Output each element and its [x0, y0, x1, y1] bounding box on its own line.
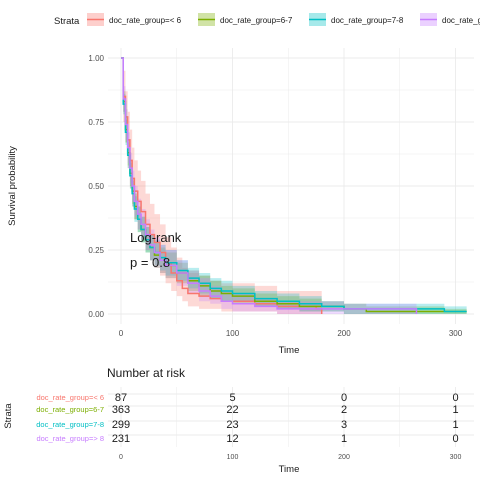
risk-count: 22 [226, 404, 238, 416]
survival-curves [121, 57, 467, 314]
legend-label: doc_rate_group=< 6 [109, 16, 182, 25]
risk-row-ge8: doc_rate_group=> 8 231 12 1 0 [36, 433, 458, 445]
legend-item-g78: doc_rate_group=7-8 [309, 13, 404, 26]
risk-count: 0 [341, 392, 347, 404]
risk-count: 12 [226, 433, 238, 445]
risk-row-label: doc_rate_group=6-7 [36, 405, 104, 414]
risk-table-strata-label: Strata [3, 403, 14, 429]
legend-label: doc_rate_group=6-7 [220, 16, 293, 25]
risk-count: 1 [452, 404, 458, 416]
risk-table: Number at risk doc_rate_group=< 6 87 5 0 0do… [3, 366, 474, 475]
risk-row-g67: doc_rate_group=6-7 363 22 2 1 [36, 404, 458, 416]
risk-row-lt6: doc_rate_group=< 6 87 5 0 0 [36, 392, 458, 404]
x-tick-label: 200 [337, 329, 351, 338]
risk-count: 0 [452, 433, 458, 445]
confidence-band-lt6 [121, 58, 322, 314]
risk-row-label: doc_rate_group=< 6 [36, 393, 104, 402]
risk-count: 363 [112, 404, 130, 416]
x-tick-label: 300 [449, 329, 463, 338]
risk-count: 1 [341, 433, 347, 445]
logrank-label: Log-rank [130, 230, 182, 245]
km-plot-panel: 0.00 0.25 0.50 0.75 1.00 0 100 200 300 Time Sur… [7, 48, 474, 356]
grid [108, 48, 474, 324]
legend: Strata doc_rate_group=< 6 doc_rate_group=… [54, 13, 480, 27]
risk-count: 231 [112, 433, 130, 445]
risk-count: 87 [115, 392, 127, 404]
risk-row-label: doc_rate_group=7-8 [36, 420, 104, 429]
risk-table-title: Number at risk [107, 366, 186, 380]
risk-x-tick-label: 300 [450, 454, 462, 461]
x-tick-label: 0 [119, 329, 124, 338]
x-tick-labels: 0 100 200 300 [119, 329, 463, 338]
risk-x-tick-label: 0 [119, 454, 123, 461]
legend-label: doc_rate_group=> 8 [442, 16, 480, 25]
risk-table-rows: doc_rate_group=< 6 87 5 0 0 doc_rate_group=6-… [36, 392, 458, 445]
risk-count: 3 [341, 419, 347, 431]
legend-item-g67: doc_rate_group=6-7 [198, 13, 293, 26]
y-tick-label: 0.75 [88, 118, 104, 127]
y-tick-label: 0.25 [88, 246, 104, 255]
x-tick-label: 100 [226, 329, 240, 338]
y-tick-label: 0.50 [88, 182, 104, 191]
survival-curve-ge8 [121, 57, 418, 314]
risk-row-label: doc_rate_group=> 8 [36, 434, 104, 443]
risk-count: 299 [112, 419, 130, 431]
legend-items: doc_rate_group=< 6 doc_rate_group=6-7 doc_… [87, 13, 480, 26]
y-tick-label: 0.00 [88, 310, 104, 319]
risk-x-tick-label: 100 [227, 454, 239, 461]
risk-table-x-axis-label: Time [279, 464, 300, 475]
x-axis-label: Time [279, 345, 300, 356]
risk-count: 23 [226, 419, 238, 431]
risk-table-grid [108, 387, 474, 447]
risk-table-x-tick-labels: 0 100 200 300 [119, 454, 461, 461]
risk-count: 2 [341, 404, 347, 416]
risk-x-tick-label: 200 [338, 454, 350, 461]
legend-title: Strata [54, 16, 80, 27]
legend-label: doc_rate_group=7-8 [331, 16, 404, 25]
p-value-label: p = 0.8 [130, 255, 170, 270]
y-tick-label: 1.00 [88, 54, 104, 63]
confidence-bands [121, 58, 467, 314]
risk-count: 1 [452, 419, 458, 431]
y-axis-label: Survival probability [7, 146, 18, 226]
risk-row-g78: doc_rate_group=7-8 299 23 3 1 [36, 419, 458, 431]
legend-item-ge8: doc_rate_group=> 8 [420, 13, 480, 26]
risk-count: 5 [229, 392, 235, 404]
legend-item-lt6: doc_rate_group=< 6 [87, 13, 182, 26]
y-tick-labels: 0.00 0.25 0.50 0.75 1.00 [88, 54, 104, 319]
risk-count: 0 [452, 392, 458, 404]
